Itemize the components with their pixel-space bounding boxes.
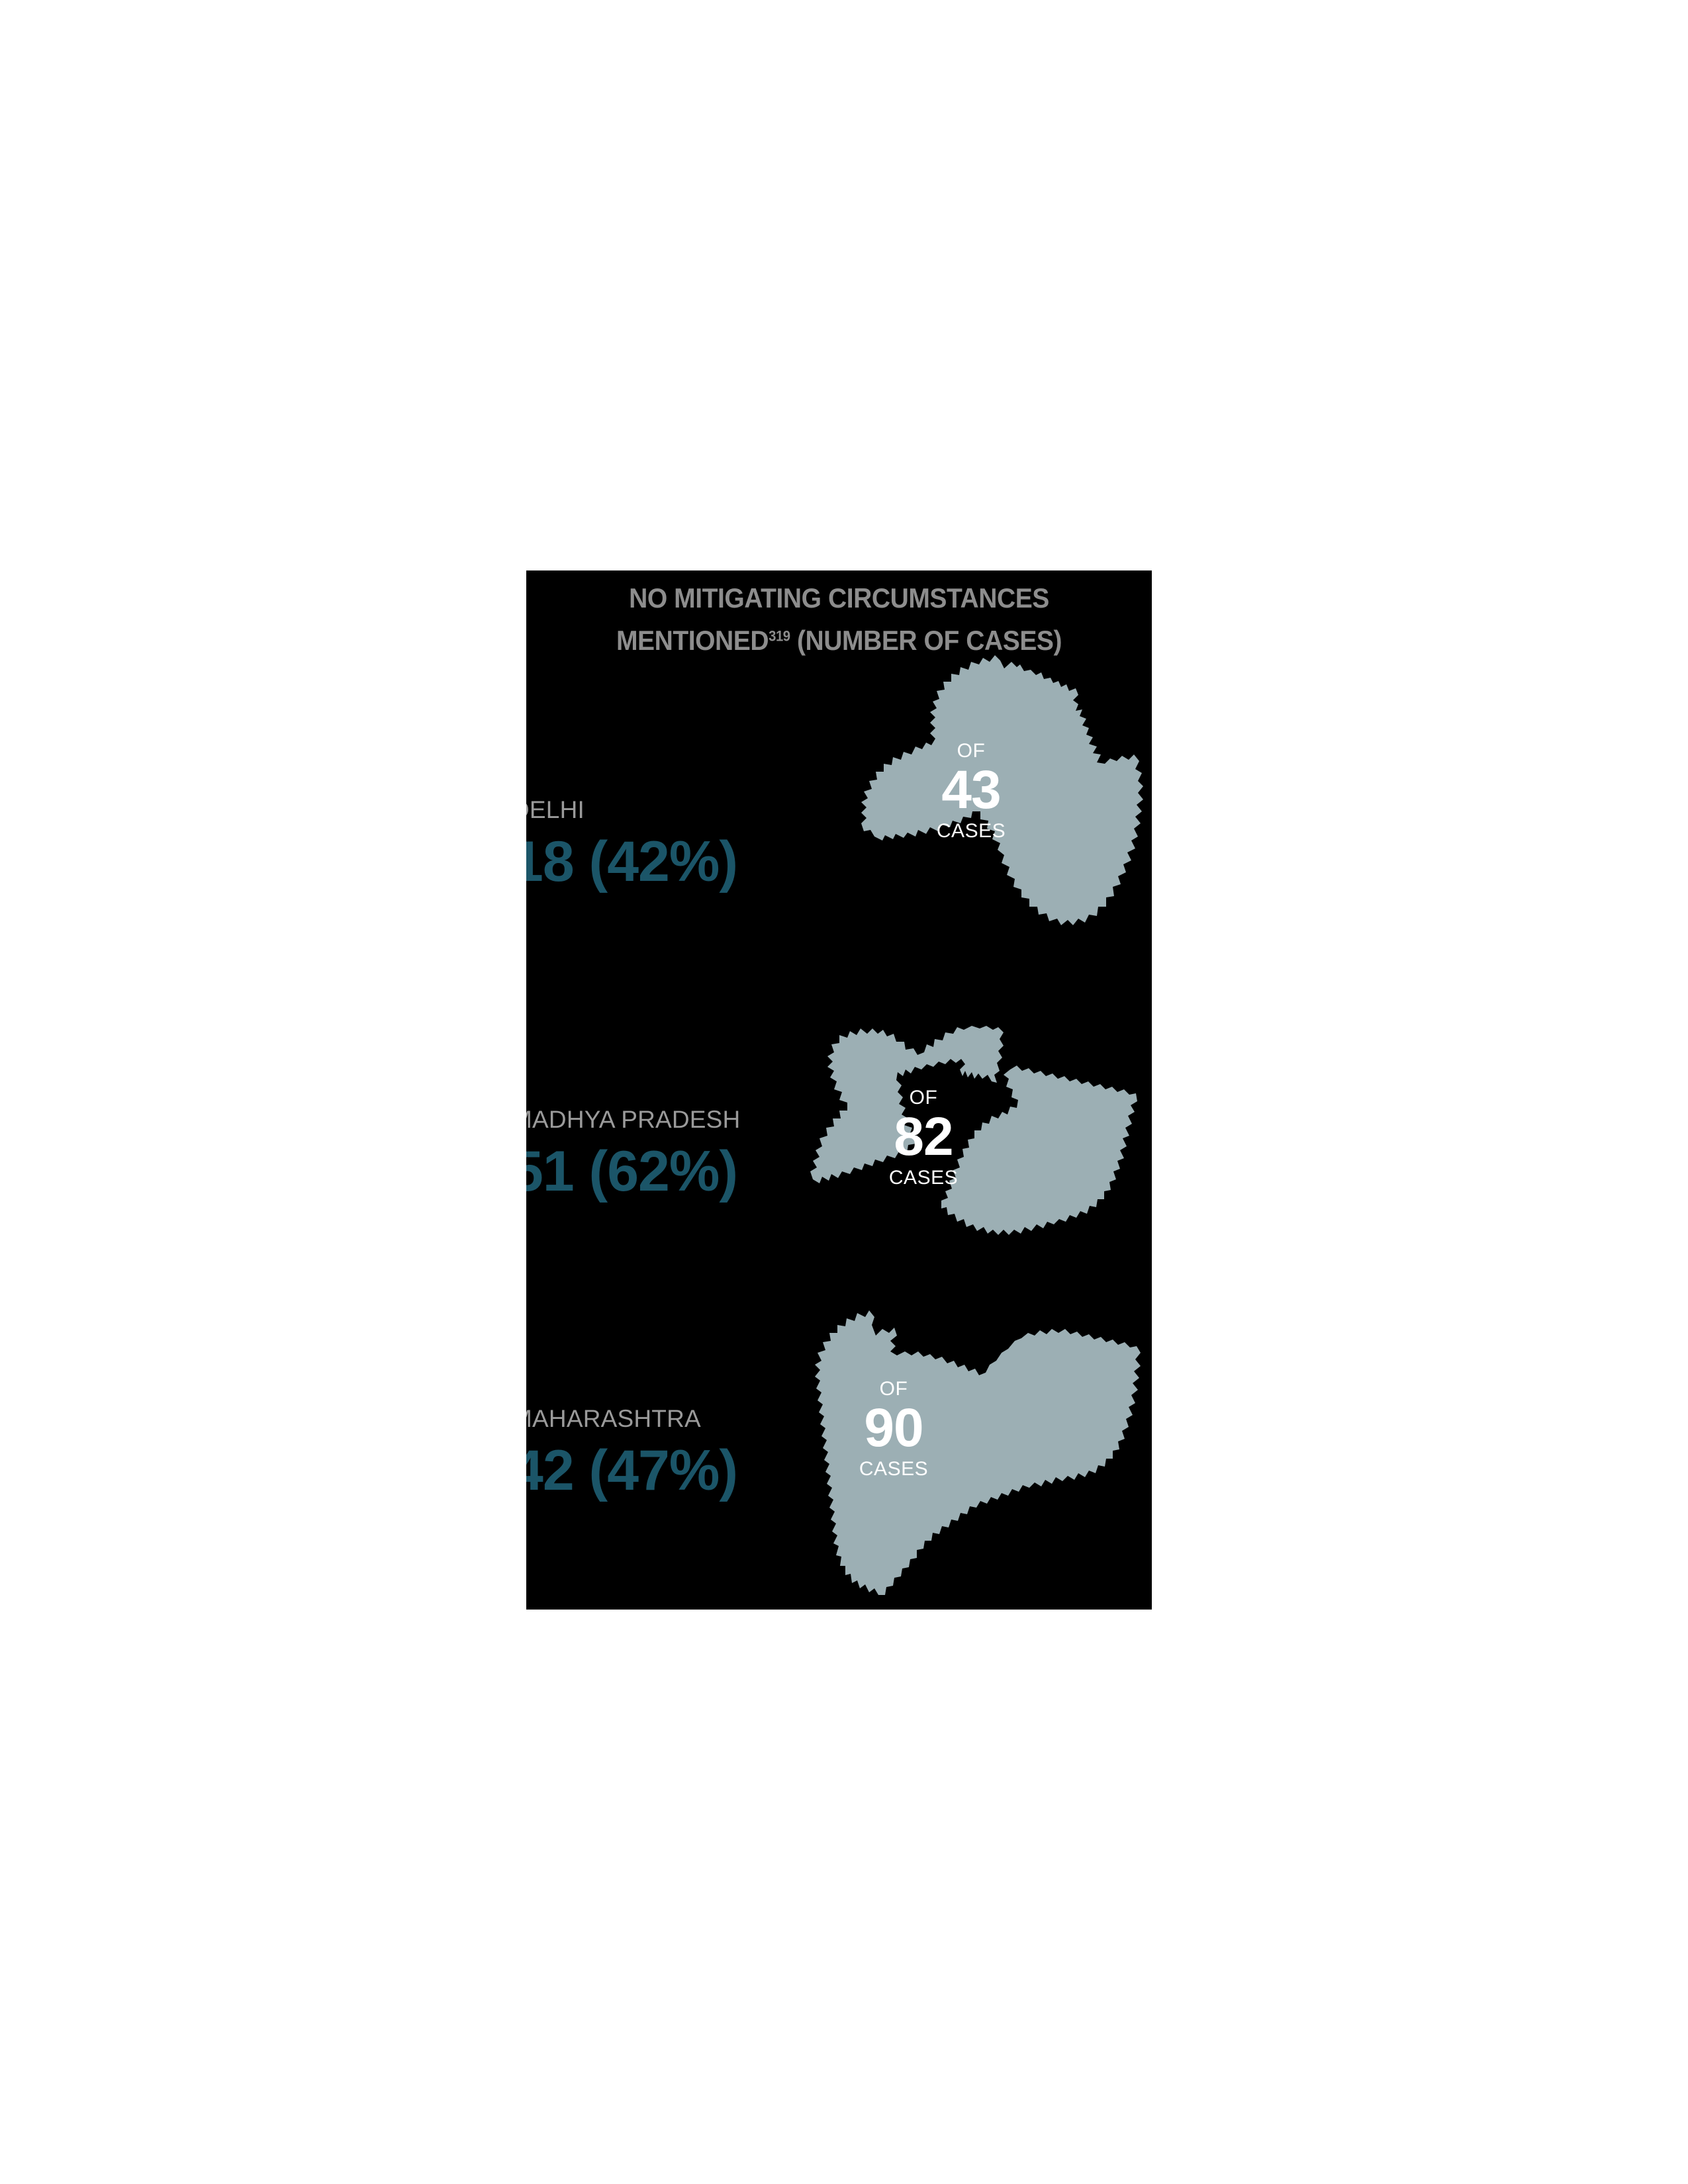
maharashtra-map-shape xyxy=(815,1310,1141,1595)
chart-title-line-1: NO MITIGATING CIRCUMSTANCES xyxy=(629,582,1049,614)
stat-value-delhi: 18 (42%) xyxy=(526,830,738,893)
state-label-delhi: DELHI xyxy=(526,796,585,823)
madhya-pradesh-map-shape xyxy=(810,1026,1137,1235)
stat-value-madhya-pradesh: 51 (62%) xyxy=(526,1140,738,1203)
chart-title-line-2-before: MENTIONED xyxy=(616,625,769,656)
state-row-madhya-pradesh: MADHYA PRADESH 51 (62%) OF 82 CASES xyxy=(526,1007,1152,1285)
stat-block-maharashtra: MAHARASHTRA 42 (47%) xyxy=(526,1404,922,1502)
state-row-delhi: DELHI 18 (42%) OF 43 CASES xyxy=(526,649,1152,933)
stat-block-madhya-pradesh: MADHYA PRADESH 51 (62%) xyxy=(526,1105,922,1203)
chart-title-footnote-marker: 319 xyxy=(769,627,790,645)
stat-block-delhi: DELHI 18 (42%) xyxy=(526,796,922,893)
state-label-madhya-pradesh: MADHYA PRADESH xyxy=(526,1106,741,1133)
map-madhya-pradesh xyxy=(801,1001,1145,1265)
map-delhi xyxy=(851,645,1152,936)
chart-title-line-2-after: (NUMBER OF CASES) xyxy=(790,625,1062,656)
state-label-maharashtra: MAHARASHTRA xyxy=(526,1405,701,1432)
stat-value-maharashtra: 42 (47%) xyxy=(526,1439,738,1502)
figure-panel: NO MITIGATING CIRCUMSTANCES MENTIONED319… xyxy=(526,570,1152,1610)
chart-title: NO MITIGATING CIRCUMSTANCES MENTIONED319… xyxy=(548,577,1130,662)
delhi-map-shape xyxy=(861,655,1143,925)
map-maharashtra xyxy=(791,1285,1152,1610)
state-row-maharashtra: MAHARASHTRA 42 (47%) OF 90 CASES xyxy=(526,1298,1152,1610)
